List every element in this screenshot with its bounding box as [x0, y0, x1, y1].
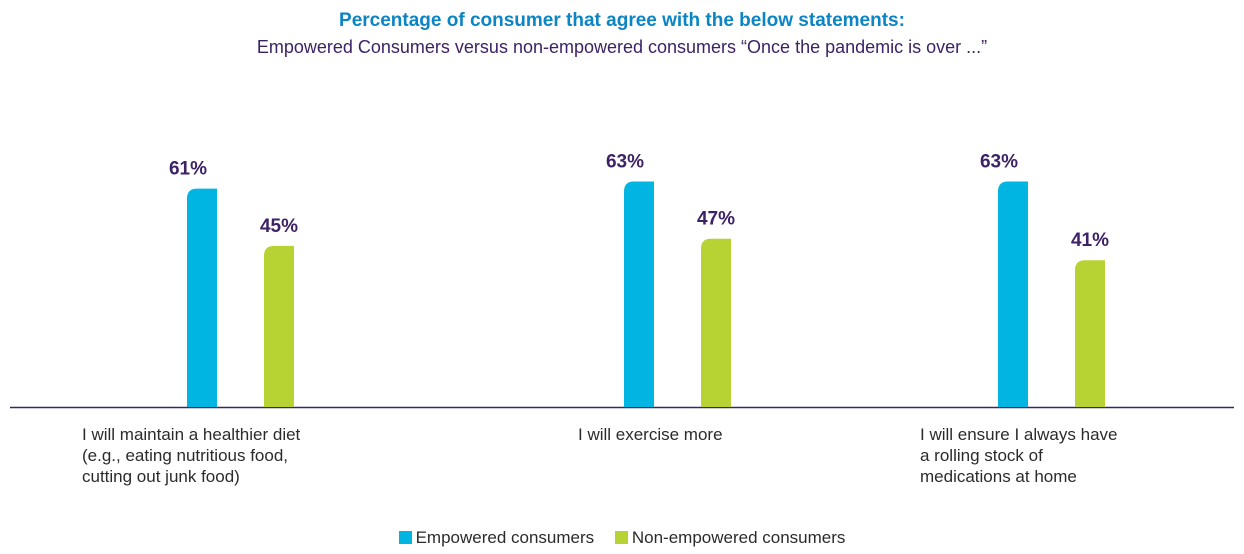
- bar-non-empowered-2: [1075, 260, 1105, 407]
- bar-empowered-0: [187, 188, 217, 407]
- bar-empowered-1: [624, 181, 654, 407]
- category-label-line: medications at home: [920, 467, 1077, 486]
- legend-label-non-empowered: Non-empowered consumers: [631, 528, 846, 547]
- category-label-line: I will exercise more: [578, 425, 723, 444]
- legend: Empowered consumers Non-empowered consum…: [0, 528, 1244, 548]
- bar-non-empowered-0: [264, 245, 294, 407]
- data-label-empowered-0: 61%: [169, 159, 207, 180]
- legend-item-empowered: Empowered consumers: [398, 528, 595, 548]
- category-label-line: I will ensure I always have: [920, 425, 1118, 444]
- category-label-medications: I will ensure I always have a rolling st…: [920, 424, 1117, 487]
- category-label-line: cutting out junk food): [82, 467, 240, 486]
- legend-label-empowered: Empowered consumers: [415, 528, 595, 547]
- bar-empowered-2: [998, 181, 1028, 407]
- category-label-exercise: I will exercise more: [578, 424, 723, 445]
- category-label-line: I will maintain a healthier diet: [82, 425, 301, 444]
- data-label-empowered-2: 63%: [980, 151, 1018, 172]
- data-label-non-empowered-1: 47%: [697, 209, 735, 230]
- data-label-empowered-1: 63%: [606, 151, 644, 172]
- category-label-line: (e.g., eating nutritious food,: [82, 446, 289, 465]
- category-label-diet: I will maintain a healthier diet (e.g., …: [82, 424, 300, 487]
- legend-item-non-empowered: Non-empowered consumers: [614, 528, 846, 548]
- category-label-line: a rolling stock of: [920, 446, 1043, 465]
- chart-subtitle: Empowered Consumers versus non-empowered…: [256, 37, 988, 57]
- bar-non-empowered-1: [701, 238, 731, 407]
- chart-title: Percentage of consumer that agree with t…: [339, 10, 905, 31]
- data-label-non-empowered-2: 41%: [1071, 230, 1109, 251]
- legend-swatch-non-empowered: [614, 531, 628, 544]
- data-label-non-empowered-0: 45%: [260, 216, 298, 237]
- legend-swatch-empowered: [398, 531, 412, 544]
